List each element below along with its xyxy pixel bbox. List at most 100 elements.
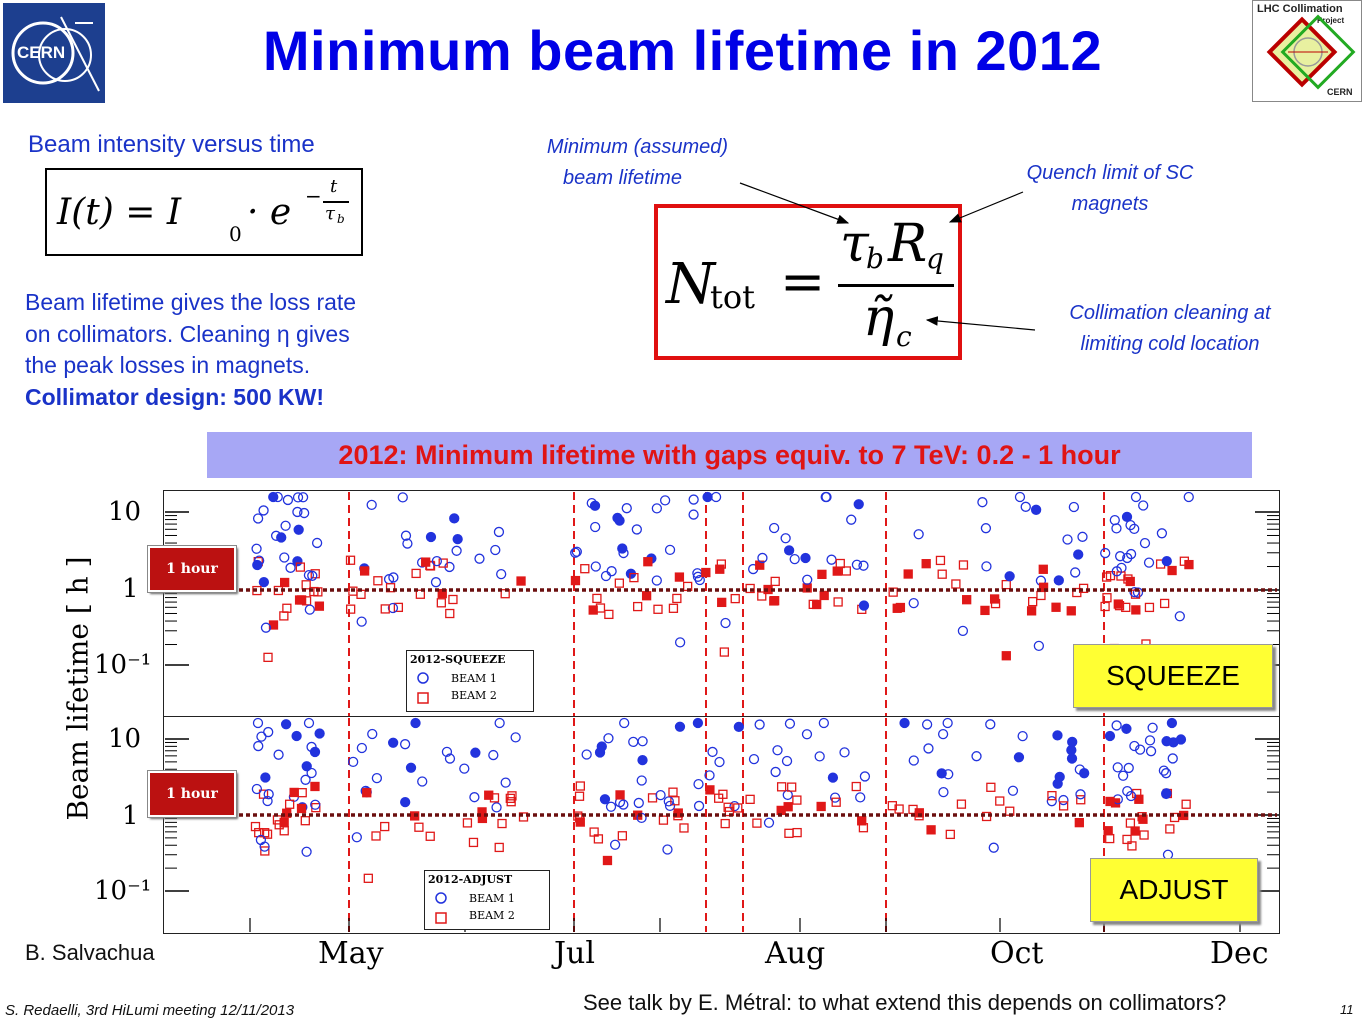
data-point-beam2 [770, 576, 780, 587]
data-point-beam1 [306, 741, 317, 753]
data-point-beam1 [913, 529, 924, 540]
data-point-beam2 [518, 812, 529, 822]
data-point-beam2 [602, 855, 613, 866]
hour-tag-adjust: 1 hour [147, 770, 237, 818]
data-point-beam1 [688, 509, 699, 520]
data-point-beam2 [1181, 799, 1191, 809]
data-point-beam1 [899, 717, 910, 729]
data-point-beam2 [254, 827, 264, 838]
data-point-beam1 [942, 717, 953, 729]
formula-exp-minus: − [305, 184, 322, 208]
data-point-beam1 [621, 503, 632, 514]
data-point-beam1 [664, 544, 676, 556]
legend-squeeze-beam1: BEAM 1 [451, 672, 497, 685]
data-point-beam1 [301, 761, 312, 772]
data-point-beam2 [393, 602, 404, 613]
data-point-beam1 [1109, 514, 1120, 526]
data-point-beam1 [452, 533, 463, 545]
data-point-beam1 [291, 730, 302, 742]
data-point-beam2 [507, 791, 517, 801]
data-point-beam1 [617, 543, 628, 554]
data-point-beam2 [653, 604, 663, 614]
data-point-beam1 [1139, 537, 1151, 549]
data-point-beam2 [1038, 564, 1048, 574]
data-point-beam2 [415, 589, 426, 599]
data-point-beam1 [821, 491, 832, 503]
data-point-beam1 [596, 741, 607, 752]
data-point-beam1 [846, 514, 857, 525]
data-point-beam2 [411, 568, 421, 579]
data-point-beam2 [494, 842, 504, 853]
data-point-beam1 [710, 491, 722, 503]
data-point-beam2 [1125, 818, 1136, 828]
data-point-beam1 [488, 749, 499, 761]
data-point-beam1 [311, 537, 323, 549]
lhc-logo-line3: CERN [1327, 87, 1353, 97]
para-line-1: Beam lifetime gives the loss rate [25, 289, 357, 315]
data-point-beam1 [692, 717, 704, 729]
data-point-beam2 [588, 605, 598, 615]
data-point-beam1 [1058, 794, 1069, 806]
data-point-beam1 [258, 505, 269, 516]
legend-squeeze-beam2: BEAM 2 [451, 689, 497, 702]
data-point-beam2 [951, 579, 961, 589]
data-point-beam1 [1147, 722, 1158, 733]
data-point-beam1 [1046, 796, 1057, 807]
data-point-beam1 [387, 602, 399, 614]
data-point-beam1 [704, 770, 715, 781]
tag-squeeze: SQUEEZE [1073, 644, 1273, 708]
data-point-beam2 [956, 799, 967, 809]
tag-adjust: ADJUST [1090, 858, 1258, 922]
data-point-beam2 [284, 799, 295, 809]
data-point-beam1 [1144, 735, 1156, 746]
data-point-beam1 [780, 533, 791, 544]
data-point-beam1 [400, 530, 412, 541]
data-point-beam1 [1132, 587, 1144, 598]
formula-mid: · e [247, 192, 292, 233]
data-point-beam1 [1167, 753, 1178, 764]
data-point-beam2 [506, 797, 516, 807]
data-point-beam2 [1127, 841, 1137, 851]
data-point-beam2 [752, 818, 762, 828]
data-point-beam1 [590, 561, 601, 572]
data-point-beam1 [1174, 611, 1185, 622]
data-point-beam1 [800, 552, 811, 564]
para-bold: Collimator design: 500 KW! [25, 383, 325, 410]
data-point-beam1 [292, 492, 304, 503]
data-point-beam1 [280, 520, 291, 531]
data-point-beam1 [662, 844, 673, 855]
data-point-beam1 [637, 736, 648, 747]
data-point-beam2 [300, 816, 310, 826]
data-point-beam2 [414, 822, 424, 832]
annotation-min-lifetime-l2: beam lifetime [563, 167, 682, 189]
data-point-beam1 [783, 545, 795, 556]
data-point-beam1 [303, 569, 315, 581]
annotation-quench-l1: Quench limit of SC [1026, 162, 1194, 184]
data-point-beam2 [301, 580, 311, 590]
data-point-beam2 [1105, 833, 1115, 844]
data-point-beam1 [855, 792, 866, 803]
data-point-beam1 [1007, 785, 1019, 796]
data-point-beam2 [580, 564, 590, 574]
data-point-beam2 [497, 818, 507, 829]
data-point-beam1 [1138, 500, 1149, 511]
data-point-beam1 [1066, 753, 1078, 764]
data-point-beam2 [282, 603, 292, 613]
data-point-beam1 [1183, 491, 1194, 503]
data-point-beam1 [252, 559, 263, 571]
data-point-beam2 [280, 577, 290, 588]
intensity-heading: Beam intensity versus time [28, 131, 315, 158]
ytick-adjust-1: 1 [122, 801, 139, 831]
data-point-beam1 [276, 532, 287, 543]
data-point-beam2 [1036, 590, 1046, 601]
data-point-beam1 [402, 538, 413, 549]
data-point-beam1 [1104, 730, 1116, 742]
data-point-beam2 [1139, 830, 1149, 840]
data-point-beam2 [373, 576, 383, 586]
data-point-beam2 [310, 781, 320, 792]
data-point-beam2 [1076, 795, 1086, 805]
data-point-beam2 [832, 566, 842, 576]
data-point-beam1 [441, 746, 453, 758]
data-point-beam1 [273, 749, 284, 760]
para-line-2: on collimators. Cleaning η gives [25, 320, 350, 347]
